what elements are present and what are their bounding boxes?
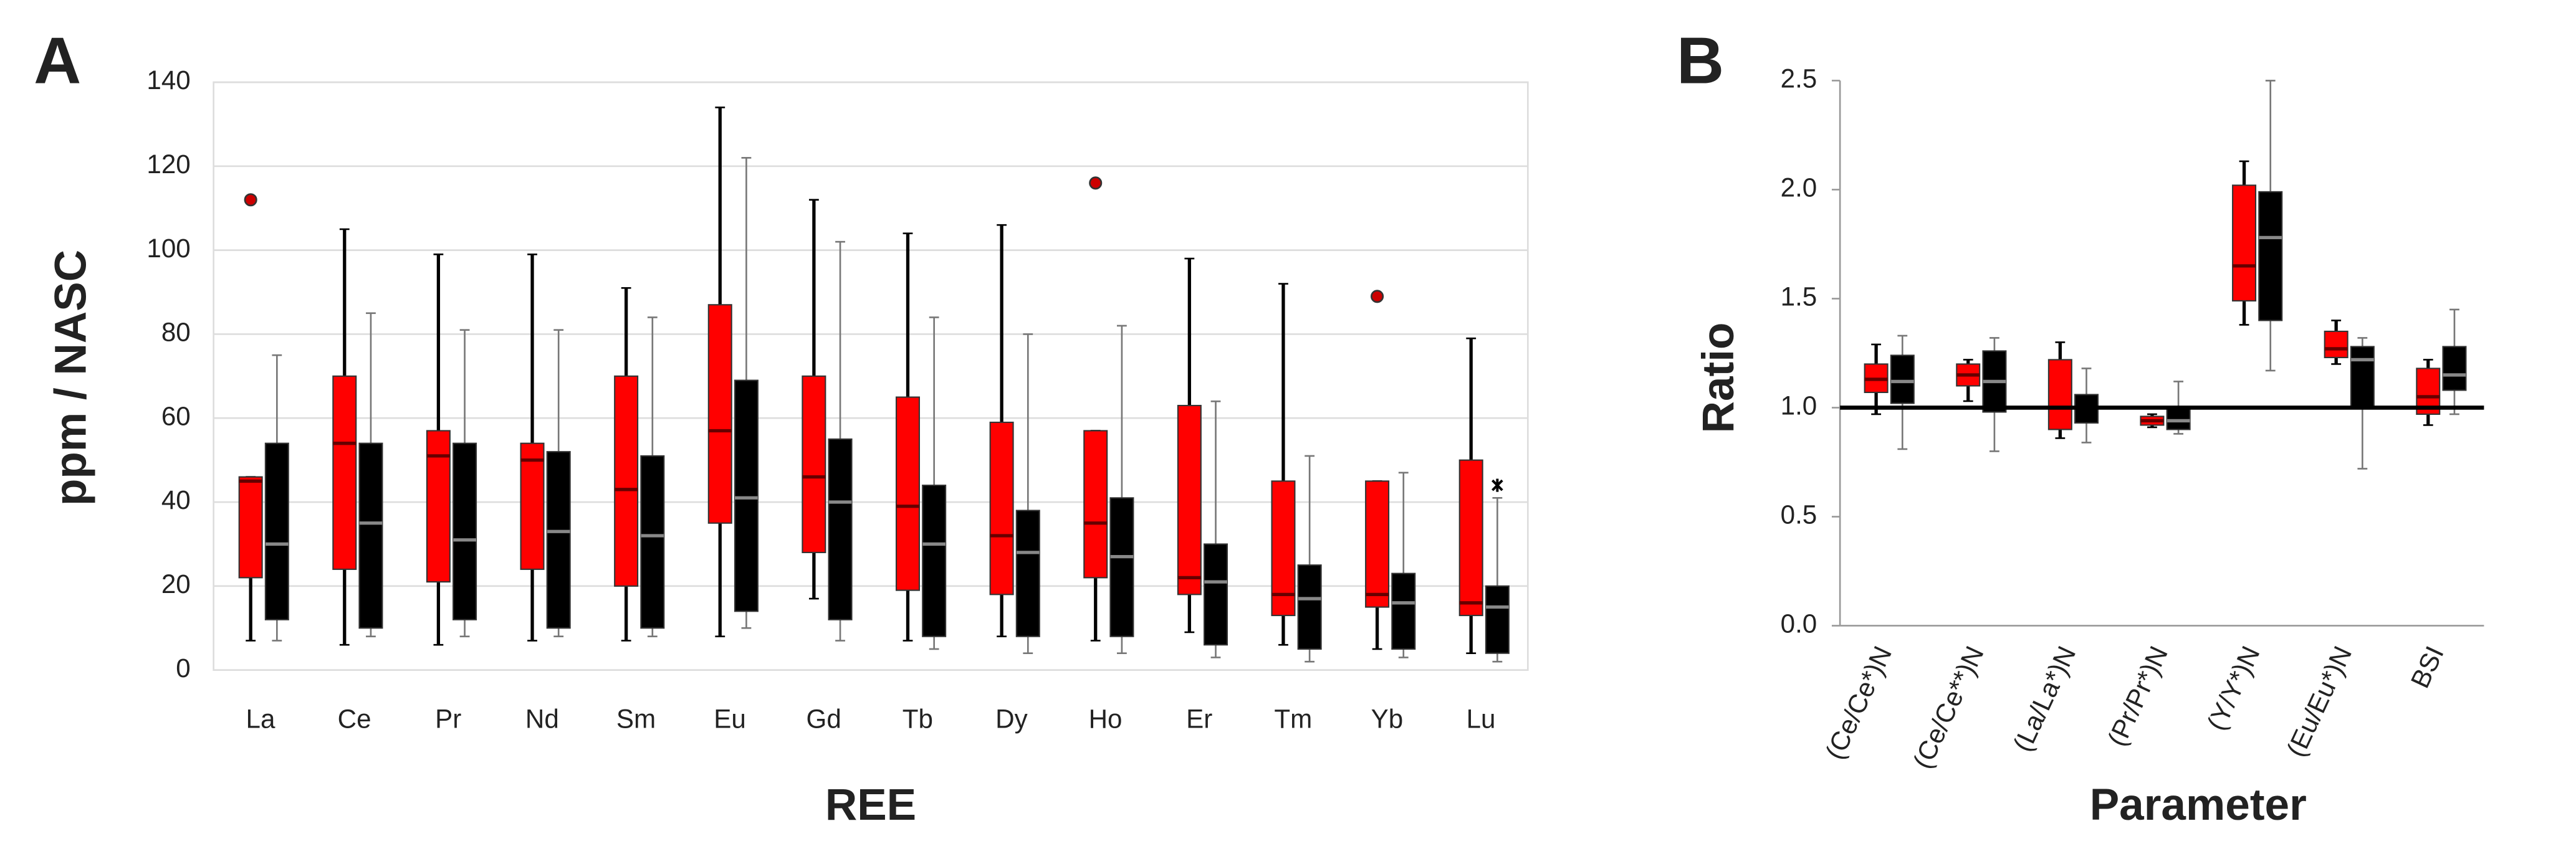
box (2166, 407, 2191, 430)
y-tick-label: 0 (176, 653, 190, 683)
box (989, 421, 1014, 596)
y-tick-label: 80 (161, 318, 191, 347)
box (1109, 497, 1134, 637)
box (2047, 359, 2072, 430)
x-tick-label: Er (1186, 705, 1212, 734)
x-tick-label: Ce (338, 705, 371, 734)
outlier (244, 193, 257, 207)
plot-frame (213, 81, 1529, 671)
outlier (1371, 290, 1384, 303)
x-tick-label: Gd (807, 705, 841, 734)
outlier (1491, 478, 1503, 492)
box (546, 451, 571, 629)
y-tick-label: 140 (146, 65, 190, 95)
y-tick-label: 20 (161, 569, 191, 599)
x-tick-label: Ho (1089, 705, 1123, 734)
y-tick-label: 120 (146, 149, 190, 179)
panel-label: B (1677, 25, 1724, 98)
box (640, 455, 665, 629)
x-tick-label: (Eu/Eu*)N (2281, 642, 2357, 761)
y-tick-label: 1.0 (1781, 391, 1817, 420)
box (520, 442, 545, 570)
box (238, 476, 263, 579)
x-tick-label: (Ce/Ce**)N (1907, 642, 1989, 773)
box (802, 375, 826, 553)
x-tick-label: Nd (525, 705, 559, 734)
box (426, 430, 451, 583)
x-tick-label: Sm (616, 705, 656, 734)
box (614, 375, 639, 587)
box (828, 438, 853, 620)
x-tick-label: Tb (903, 705, 933, 734)
x-axis-title: Parameter (2090, 781, 2307, 830)
box (264, 442, 289, 620)
box (1365, 480, 1390, 608)
x-tick-label: Pr (435, 705, 461, 734)
box (1083, 430, 1108, 579)
box (1458, 459, 1483, 617)
y-tick-label: 2.5 (1781, 64, 1817, 93)
y-axis-title: ppm / NASC (46, 250, 95, 506)
box (358, 442, 383, 629)
box (1297, 564, 1322, 650)
y-tick-label: 1.5 (1781, 282, 1817, 311)
x-axis-title: REE (825, 781, 916, 830)
box (2232, 184, 2257, 301)
box (2258, 191, 2283, 321)
box (1485, 585, 1510, 654)
x-tick-label: Tm (1274, 705, 1312, 734)
box (707, 304, 732, 524)
x-tick-label: (La/La*)N (2008, 642, 2082, 756)
box (332, 375, 357, 570)
box (922, 485, 947, 637)
box (1177, 404, 1202, 596)
x-tick-label: Eu (714, 705, 746, 734)
box (895, 396, 920, 591)
x-tick-label: Dy (995, 705, 1028, 734)
box (1890, 354, 1915, 404)
y-tick-label: 2.0 (1781, 173, 1817, 202)
x-tick-label: (Pr/Pr*)N (2102, 642, 2173, 751)
panel-label: A (34, 25, 81, 98)
x-tick-label: Lu (1467, 705, 1496, 734)
y-tick-label: 0.5 (1781, 500, 1817, 529)
y-tick-label: 100 (146, 234, 190, 263)
box (734, 379, 759, 612)
x-tick-label: Yb (1371, 705, 1404, 734)
box (1015, 510, 1040, 637)
outlier (1089, 176, 1103, 190)
box (452, 442, 477, 620)
box (2350, 346, 2375, 409)
y-tick-label: 0.0 (1781, 609, 1817, 638)
x-tick-label: (Y/Y*)N (2201, 642, 2266, 734)
box (1391, 572, 1416, 650)
box (1204, 543, 1228, 646)
box (2324, 330, 2349, 358)
x-tick-label: La (246, 705, 275, 734)
y-tick-label: 40 (161, 485, 191, 515)
box (2442, 346, 2467, 391)
x-tick-label: BSI (2405, 642, 2449, 692)
x-tick-label: (Ce/Ce*)N (1819, 642, 1897, 764)
y-axis-title: Ratio (1694, 323, 1743, 434)
y-tick-label: 60 (161, 401, 191, 430)
